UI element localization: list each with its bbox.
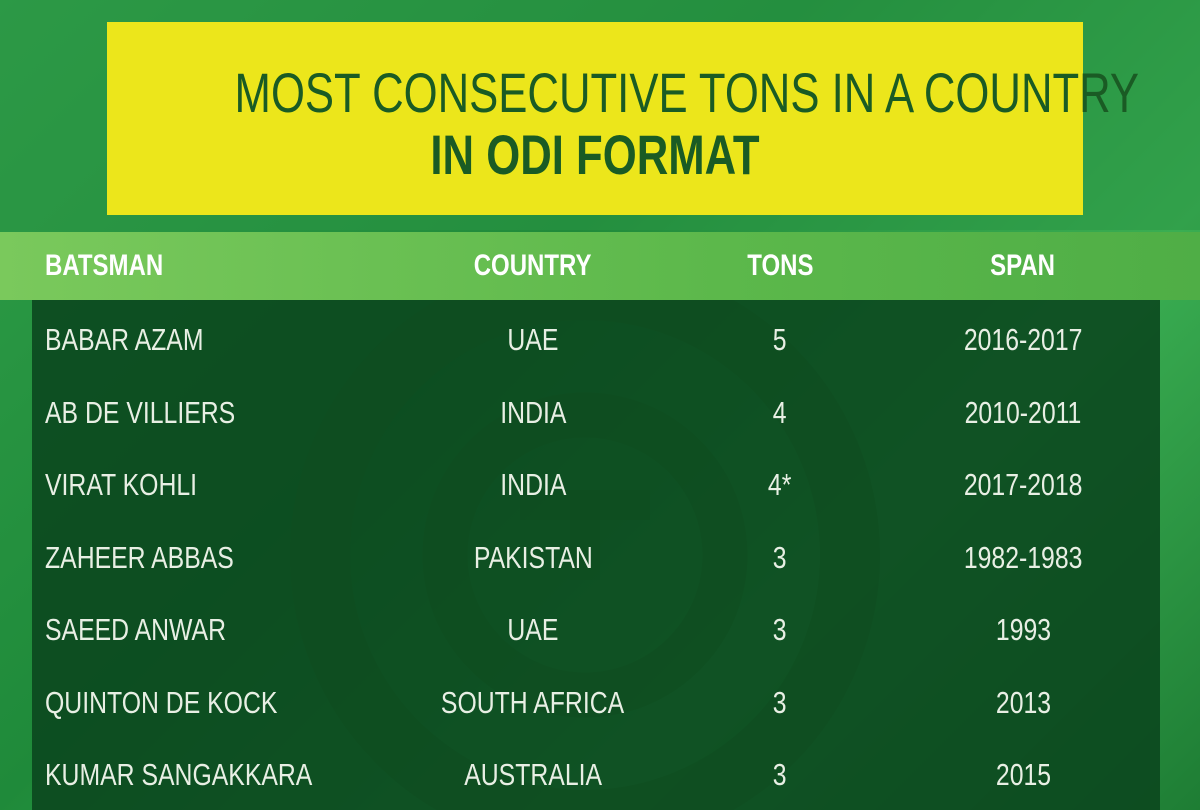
table-cell: QUINTON DE KOCK (45, 685, 336, 721)
table-cell-text: 2016-2017 (963, 322, 1083, 357)
table-cell-text: AB DE VILLIERS (45, 394, 236, 430)
table-cell: 5 (630, 322, 930, 358)
table-cell-text: 2017-2018 (963, 467, 1083, 502)
column-header: SPAN (873, 248, 1173, 284)
table-cell: INDIA (383, 467, 683, 503)
title-text: MOST CONSECUTIVE TONS IN A COUNTRY (234, 61, 1140, 124)
table-cell-text: 3 (773, 757, 787, 792)
table-cell: ZAHEER ABBAS (45, 540, 281, 576)
table-cell-text: BABAR AZAM (45, 322, 204, 357)
table-cell: INDIA (383, 395, 683, 431)
table-cell-text: VIRAT KOHLI (45, 467, 198, 502)
title-box: MOST CONSECUTIVE TONS IN A COUNTRY IN OD… (107, 22, 1140, 215)
table-cell-text: 1982-1983 (963, 539, 1083, 575)
table-cell-text: KUMAR SANGAKKARA (45, 757, 313, 792)
table-header-band (0, 232, 1200, 300)
table-cell-text: 3 (773, 539, 787, 575)
column-header: COUNTRY (383, 248, 683, 284)
table-cell-text: UAE (507, 612, 559, 647)
table-cell-text: SOUTH AFRICA (441, 684, 625, 720)
title-text: IN ODI FORMAT (430, 123, 760, 186)
table-cell-text: 4* (768, 467, 792, 502)
table-cell: 4 (630, 395, 930, 431)
table-cell: UAE (383, 322, 683, 358)
table-cell: KUMAR SANGAKKARA (45, 757, 379, 793)
column-header: BATSMAN (45, 248, 193, 284)
table-cell-text: 5 (773, 322, 787, 357)
table-cell: 2016-2017 (873, 322, 1173, 358)
table-cell-text: INDIA (499, 467, 567, 502)
table-cell: 3 (630, 685, 930, 721)
table-cell-text: SAEED ANWAR (45, 612, 226, 647)
table-cell: 3 (630, 612, 930, 648)
table-cell-text: 1993 (995, 612, 1051, 647)
table-cell: AB DE VILLIERS (45, 395, 283, 431)
table-cell-text: 2013 (995, 684, 1051, 720)
table-cell-text: INDIA (499, 394, 567, 430)
column-header-text: TONS (746, 249, 814, 282)
title-line1: MOST CONSECUTIVE TONS IN A COUNTRY (107, 60, 1140, 125)
table-cell: 1982-1983 (873, 540, 1173, 576)
title-line2: IN ODI FORMAT (107, 122, 1083, 187)
table-cell: 2010-2011 (873, 395, 1173, 431)
table-cell: SOUTH AFRICA (383, 685, 683, 721)
column-header-text: COUNTRY (474, 249, 592, 282)
table-cell-text: 3 (773, 612, 787, 647)
table-cell: 3 (630, 757, 930, 793)
table-cell: 2015 (873, 757, 1173, 793)
table-body (32, 300, 1160, 810)
table-cell: SAEED ANWAR (45, 612, 271, 648)
table-cell-text: 2015 (995, 757, 1051, 792)
column-header-text: BATSMAN (45, 249, 164, 282)
table-cell: BABAR AZAM (45, 322, 243, 358)
table-cell-text: 2010-2011 (964, 394, 1082, 430)
table-cell: 4* (630, 467, 930, 503)
table-cell-text: ZAHEER ABBAS (45, 539, 234, 575)
table-cell: AUSTRALIA (383, 757, 683, 793)
table-cell: VIRAT KOHLI (45, 467, 235, 503)
table-cell: 3 (630, 540, 930, 576)
table-cell: 1993 (873, 612, 1173, 648)
column-header: TONS (630, 248, 930, 284)
table-cell: 2017-2018 (873, 467, 1173, 503)
table-cell-text: PAKISTAN (473, 539, 593, 575)
table-cell-text: 4 (773, 394, 787, 430)
column-header-text: SPAN (990, 249, 1056, 282)
table-cell-text: 3 (773, 684, 787, 720)
table-cell-text: QUINTON DE KOCK (45, 684, 278, 720)
table-cell: UAE (383, 612, 683, 648)
table-cell: PAKISTAN (383, 540, 683, 576)
table-cell-text: AUSTRALIA (464, 757, 602, 792)
table-cell: 2013 (873, 685, 1173, 721)
table-cell-text: UAE (507, 322, 559, 357)
